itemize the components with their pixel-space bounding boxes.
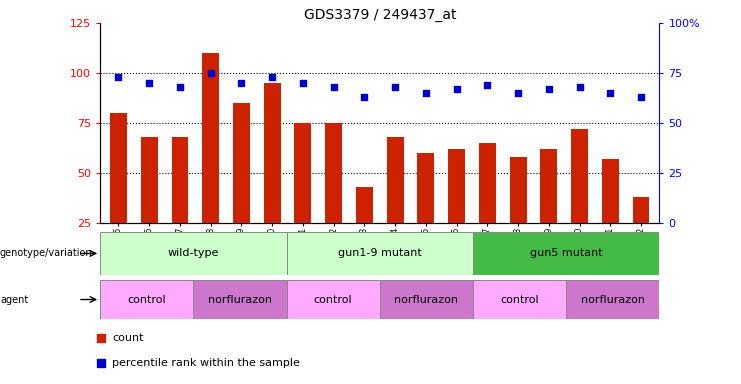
Bar: [100, 280, 193, 319]
Bar: [380, 280, 473, 319]
Point: [266, 74, 278, 80]
Point: [297, 80, 309, 86]
Point: [236, 80, 247, 86]
Text: control: control: [314, 295, 353, 305]
Bar: [566, 280, 659, 319]
Point: [635, 94, 647, 100]
Bar: [141, 137, 158, 223]
Bar: [540, 149, 557, 223]
Point: [328, 84, 339, 90]
Bar: [110, 113, 127, 223]
Point: [574, 84, 585, 90]
Text: norflurazon: norflurazon: [208, 295, 272, 305]
Text: genotype/variation: genotype/variation: [0, 248, 93, 258]
Title: GDS3379 / 249437_at: GDS3379 / 249437_at: [304, 8, 456, 22]
Point: [420, 90, 432, 96]
Point: [113, 74, 124, 80]
Bar: [479, 143, 496, 223]
Bar: [171, 137, 188, 223]
Bar: [287, 232, 473, 275]
Point: [605, 90, 617, 96]
Bar: [193, 280, 287, 319]
Bar: [294, 123, 311, 223]
Text: agent: agent: [0, 295, 28, 305]
Text: gun5 mutant: gun5 mutant: [530, 248, 602, 258]
Bar: [356, 187, 373, 223]
Bar: [202, 53, 219, 223]
Bar: [417, 153, 434, 223]
Bar: [448, 149, 465, 223]
Text: control: control: [500, 295, 539, 305]
Bar: [233, 103, 250, 223]
Bar: [387, 137, 404, 223]
Text: count: count: [112, 333, 144, 343]
Point: [482, 82, 494, 88]
Text: wild-type: wild-type: [167, 248, 219, 258]
Text: norflurazon: norflurazon: [581, 295, 645, 305]
Point: [451, 86, 462, 92]
Bar: [571, 129, 588, 223]
Text: percentile rank within the sample: percentile rank within the sample: [112, 358, 300, 368]
Point: [389, 84, 401, 90]
Point: [95, 335, 107, 341]
Text: gun1-9 mutant: gun1-9 mutant: [338, 248, 422, 258]
Bar: [325, 123, 342, 223]
Text: control: control: [127, 295, 166, 305]
Bar: [473, 232, 659, 275]
Bar: [287, 280, 380, 319]
Point: [512, 90, 524, 96]
Text: norflurazon: norflurazon: [394, 295, 459, 305]
Point: [359, 94, 370, 100]
Point: [543, 86, 555, 92]
Bar: [633, 197, 650, 223]
Point: [174, 84, 186, 90]
Bar: [473, 280, 566, 319]
Bar: [100, 232, 287, 275]
Bar: [264, 83, 281, 223]
Point: [143, 80, 155, 86]
Bar: [510, 157, 527, 223]
Point: [95, 360, 107, 366]
Bar: [602, 159, 619, 223]
Point: [205, 70, 216, 76]
